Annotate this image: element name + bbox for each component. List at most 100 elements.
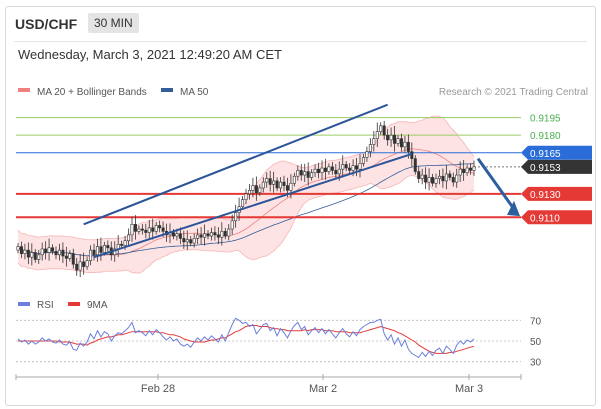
candle-body	[71, 253, 75, 265]
candle-body	[317, 168, 321, 174]
candle-body	[379, 125, 383, 132]
legend-ma50-swatch	[161, 88, 173, 92]
rsi-line	[17, 317, 475, 359]
legend-bollinger-label: MA 20 + Bollinger Bands	[37, 87, 147, 98]
candle-body	[334, 170, 338, 175]
legend-bollinger-swatch	[18, 88, 30, 92]
x-tick-label: Feb 28	[141, 383, 175, 395]
candle-body	[54, 250, 58, 256]
candle-body	[189, 239, 193, 244]
projection-arrow-head	[507, 200, 520, 217]
candle-body	[279, 181, 283, 189]
candle-body	[161, 227, 165, 232]
candle-body	[389, 134, 393, 141]
candle-body	[424, 174, 428, 183]
candle-body	[220, 231, 224, 238]
candle-body	[299, 170, 303, 176]
candle-body	[358, 163, 362, 170]
candle-body	[448, 173, 452, 178]
candle-body	[44, 248, 48, 253]
level-box-0.9165	[521, 145, 592, 160]
candle-body	[399, 138, 403, 148]
level-box-0.9153	[521, 159, 592, 174]
level-label-0.9180: 0.9180	[530, 131, 561, 142]
channel-lower-line	[93, 152, 413, 259]
legend-rsi-label: RSI	[37, 300, 54, 311]
candle-body	[158, 225, 162, 229]
candle-body	[106, 245, 110, 249]
candle-body	[75, 263, 79, 271]
candle-body	[330, 166, 334, 171]
candle-body	[282, 181, 286, 186]
candle-body	[89, 249, 93, 261]
candle-body	[241, 199, 245, 208]
candle-body	[406, 141, 410, 152]
candle-body	[303, 171, 307, 176]
candle-body	[209, 232, 213, 237]
candle-body	[130, 224, 134, 236]
level-label-0.9110: 0.9110	[530, 213, 560, 224]
level-box-0.9110	[521, 210, 592, 225]
candle-body	[16, 246, 20, 251]
level-box-0.9130	[521, 186, 592, 201]
candle-body	[223, 231, 227, 237]
candle-body	[285, 185, 289, 191]
candle-body	[175, 233, 179, 237]
candle-body	[444, 173, 448, 182]
candle-body	[140, 228, 144, 231]
candle-body	[213, 232, 217, 236]
candle-body	[254, 185, 258, 193]
candle-body	[57, 249, 61, 256]
candle-body	[151, 227, 155, 232]
rsi-tick-50: 50	[530, 337, 542, 348]
candle-body	[51, 247, 55, 252]
rsi-panel: 70 50 30	[16, 316, 542, 369]
x-axis-ticks: Feb 28 Mar 2 Mar 3	[15, 374, 522, 395]
candle-body	[437, 175, 441, 179]
candle-body	[19, 246, 23, 254]
candle-body	[251, 185, 255, 191]
level-label-0.9165: 0.9165	[530, 149, 561, 160]
candle-body	[182, 238, 186, 243]
candle-body	[434, 178, 438, 184]
candle-body	[216, 234, 220, 238]
timeframe-badge[interactable]: 30 MIN	[88, 13, 139, 33]
candle-body	[420, 174, 424, 179]
level-label-0.9195: 0.9195	[530, 114, 561, 125]
candle-body	[275, 180, 279, 189]
x-tick-label: Mar 2	[309, 383, 337, 395]
candle-body	[47, 247, 51, 253]
candle-body	[431, 177, 435, 184]
timestamp: Wednesday, March 3, 2021 12:49:20 AM CET	[18, 47, 282, 62]
candle-body	[154, 225, 158, 232]
x-tick-label: Mar 3	[455, 383, 483, 395]
candle-body	[368, 144, 372, 152]
candle-body	[78, 261, 82, 271]
candle-body	[37, 254, 41, 260]
candle-body	[185, 239, 189, 243]
candle-body	[292, 175, 296, 184]
candle-body	[203, 233, 207, 238]
symbol-label: USD/CHF	[15, 16, 78, 32]
candle-body	[95, 246, 99, 256]
candle-body	[289, 182, 293, 191]
candle-body	[23, 249, 27, 254]
candle-body	[137, 228, 141, 232]
level-label-0.9153: 0.9153	[530, 163, 561, 174]
candle-body	[361, 157, 365, 164]
candle-body	[455, 174, 459, 183]
candle-body	[120, 243, 124, 246]
candle-body	[351, 165, 355, 171]
candle-body	[403, 141, 407, 148]
candle-body	[469, 167, 473, 171]
candle-body	[472, 166, 476, 171]
rsi-tick-70: 70	[530, 316, 542, 327]
candle-body	[68, 253, 72, 259]
candle-body	[234, 212, 238, 222]
candle-body	[441, 175, 445, 182]
chart-header: USD/CHF 30 MIN	[6, 7, 595, 39]
candle-body	[192, 238, 196, 244]
candle-body	[178, 233, 182, 239]
candle-body	[61, 249, 65, 257]
candle-body	[247, 190, 251, 195]
